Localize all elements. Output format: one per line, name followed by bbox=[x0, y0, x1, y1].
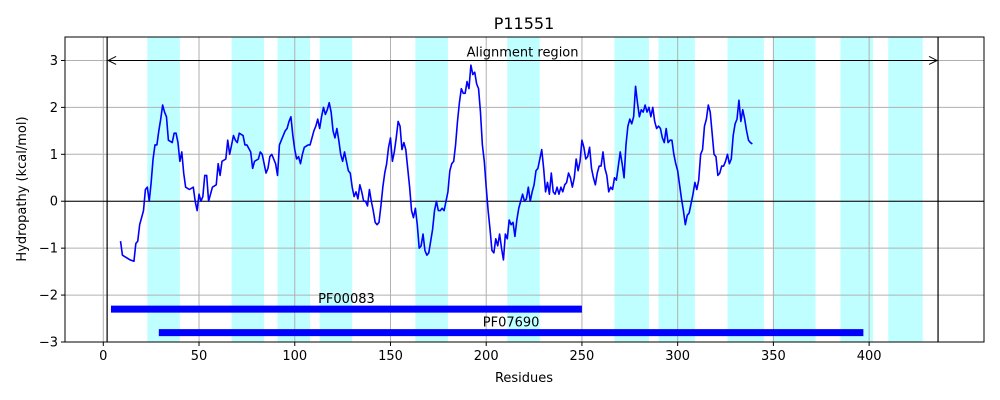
x-axis-ticks: 0 50 100 150 200 250 300 350 400 bbox=[99, 342, 882, 364]
y-tick-label-5: 2 bbox=[50, 101, 58, 116]
alignment-arrow-left-head bbox=[107, 56, 117, 65]
highlight-band-2 bbox=[231, 37, 265, 342]
highlight-band-8 bbox=[658, 37, 695, 342]
plot-frame-border bbox=[64, 36, 985, 343]
x-tick-label-0: 0 bbox=[99, 349, 107, 364]
highlight-band-11 bbox=[840, 37, 873, 342]
x-tick-label-6: 300 bbox=[665, 349, 690, 364]
highlight-band-7 bbox=[614, 37, 649, 342]
alignment-region-label: Alignment region bbox=[467, 45, 579, 60]
highlight-band-1 bbox=[147, 37, 180, 342]
highlight-bands bbox=[147, 37, 923, 342]
alignment-annotation: Alignment region bbox=[107, 45, 939, 65]
x-tick-label-8: 400 bbox=[857, 349, 882, 364]
alignment-boundaries bbox=[106, 37, 939, 342]
highlight-band-12 bbox=[888, 37, 923, 342]
highlight-band-10 bbox=[773, 37, 816, 342]
y-tick-label-0: −3 bbox=[39, 336, 58, 351]
y-axis-ticks: −3 −2 −1 0 1 2 3 bbox=[39, 54, 65, 351]
x-tick-label-3: 150 bbox=[378, 349, 403, 364]
highlight-band-9 bbox=[727, 37, 764, 342]
y-tick-label-1: −2 bbox=[39, 289, 58, 304]
x-axis-label: Residues bbox=[495, 371, 553, 386]
domain-label-pf00083: PF00083 bbox=[318, 292, 375, 307]
x-tick-label-2: 100 bbox=[282, 349, 307, 364]
y-tick-label-6: 3 bbox=[50, 54, 58, 69]
y-axis-label: Hydropathy (kcal/mol) bbox=[15, 116, 30, 261]
y-tick-label-2: −1 bbox=[39, 242, 58, 257]
x-tick-label-5: 250 bbox=[570, 349, 595, 364]
highlight-band-3 bbox=[277, 37, 311, 342]
highlight-band-6 bbox=[507, 37, 540, 342]
plot-frame bbox=[64, 36, 985, 343]
y-tick-label-3: 0 bbox=[50, 195, 58, 210]
domain-bars: PF00083 PF07690 bbox=[110, 292, 864, 337]
hydropathy-line bbox=[119, 64, 753, 263]
hydropathy-series bbox=[119, 64, 753, 263]
chart-title: P11551 bbox=[494, 14, 555, 33]
highlight-band-4 bbox=[319, 37, 353, 342]
x-tick-label-1: 50 bbox=[191, 349, 208, 364]
alignment-arrow-right-head bbox=[928, 56, 939, 65]
domain-label-pf07690: PF07690 bbox=[483, 316, 540, 331]
x-tick-label-4: 200 bbox=[474, 349, 499, 364]
highlight-band-5 bbox=[415, 37, 448, 342]
y-tick-label-4: 1 bbox=[50, 148, 58, 163]
x-tick-label-7: 350 bbox=[761, 349, 786, 364]
